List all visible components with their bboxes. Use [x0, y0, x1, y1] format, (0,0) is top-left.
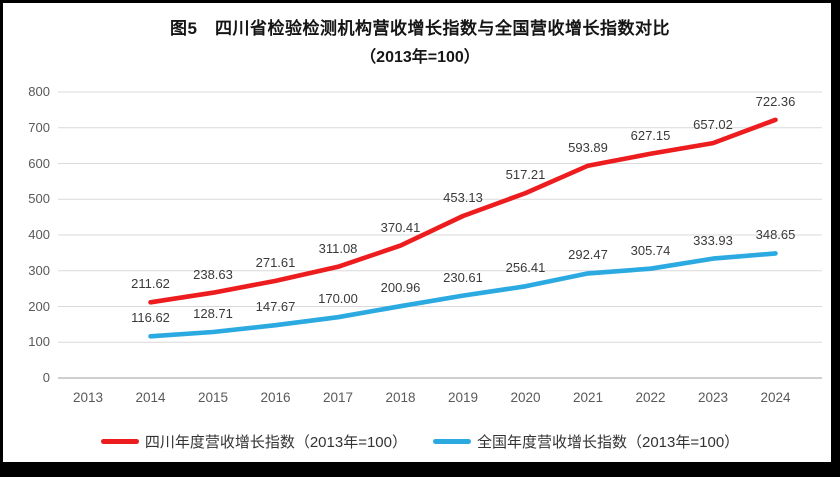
- data-label: 211.62: [131, 276, 170, 292]
- x-tick-label: 2014: [135, 390, 166, 405]
- national-series-line: [148, 251, 778, 339]
- data-label: 348.65: [755, 227, 796, 243]
- data-label: 200.96: [380, 280, 421, 296]
- frame-border-top: [0, 0, 840, 3]
- national-line-swatch-icon: [433, 438, 471, 444]
- x-tick-label: 2015: [197, 390, 229, 405]
- x-tick-label: 2021: [572, 390, 604, 405]
- data-label: 128.71: [193, 305, 233, 321]
- x-tick-label: 2020: [510, 390, 541, 405]
- chart-subtitle: （2013年=100）: [360, 49, 480, 66]
- frame-border-bottom: [0, 462, 840, 477]
- data-label: 593.89: [568, 139, 608, 155]
- y-tick-label: 200: [28, 298, 50, 314]
- frame-border-left: [0, 0, 3, 477]
- chart-title-block: 图5 四川省检验检测机构营收增长指数与全国营收增长指数对比 （2013年=100…: [0, 14, 840, 67]
- x-tick-label: 2019: [447, 390, 479, 405]
- data-label: 370.41: [380, 219, 421, 235]
- y-tick-label: 300: [28, 262, 50, 278]
- data-label: 170.00: [318, 291, 358, 307]
- legend-item-national: 全国年度营收增长指数（2013年=100）: [433, 431, 739, 452]
- y-tick-label: 600: [28, 155, 50, 171]
- legend-label-sichuan: 四川年度营收增长指数（2013年=100）: [144, 433, 407, 451]
- sichuan-series-line: [148, 117, 778, 305]
- data-label: 627.15: [630, 127, 671, 143]
- y-tick-label: 700: [28, 119, 50, 135]
- y-tick-label: 500: [28, 191, 50, 207]
- data-label: 116.62: [131, 310, 170, 326]
- y-tick-label: 100: [28, 334, 50, 350]
- data-label: 271.61: [255, 254, 296, 270]
- data-label: 517.21: [505, 167, 546, 183]
- data-label: 238.63: [193, 266, 233, 282]
- data-label: 305.74: [630, 242, 671, 258]
- x-tick-label: 2013: [72, 390, 104, 405]
- x-tick-label: 2023: [697, 390, 729, 405]
- x-tick-label: 2024: [760, 390, 791, 405]
- legend-label-national: 全国年度营收增长指数（2013年=100）: [477, 433, 740, 451]
- data-label: 333.93: [693, 232, 733, 248]
- x-tick-label: 2017: [322, 390, 354, 405]
- chart-title: 图5 四川省检验检测机构营收增长指数与全国营收增长指数对比: [170, 19, 670, 38]
- y-tick-label: 400: [28, 227, 50, 242]
- sichuan-line-swatch-icon: [100, 438, 139, 444]
- legend-item-sichuan: 四川年度营收增长指数（2013年=100）: [100, 431, 407, 452]
- chart-legend: 四川年度营收增长指数（2013年=100） 全国年度营收增长指数（2013年=1…: [0, 431, 840, 451]
- y-tick-label: 800: [28, 84, 50, 99]
- data-label: 256.41: [505, 260, 546, 276]
- data-label: 657.02: [693, 117, 733, 133]
- data-label: 311.08: [318, 240, 358, 256]
- x-tick-label: 2018: [385, 390, 416, 405]
- data-label: 230.61: [443, 269, 483, 285]
- data-label: 147.67: [255, 299, 296, 315]
- x-tick-label: 2022: [635, 390, 666, 405]
- data-label: 453.13: [443, 190, 483, 205]
- y-tick-label: 0: [42, 370, 50, 385]
- x-tick-label: 2016: [260, 390, 291, 405]
- data-label: 722.36: [755, 93, 796, 109]
- frame-border-right: [831, 0, 840, 477]
- data-label: 292.47: [568, 247, 608, 263]
